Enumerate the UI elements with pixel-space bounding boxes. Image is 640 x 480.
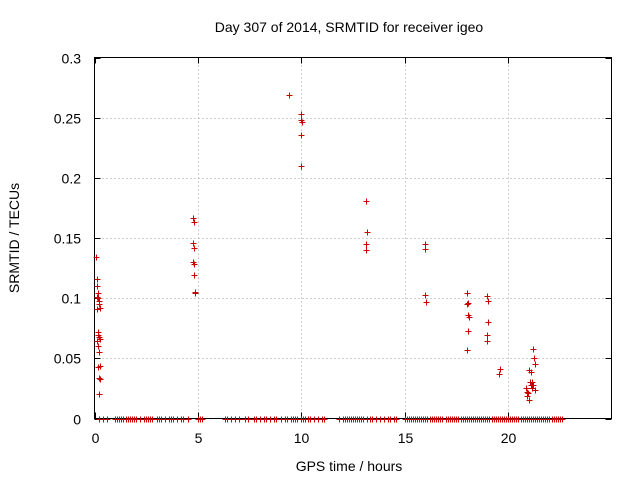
data-point [363,241,370,248]
data-point [423,299,430,306]
data-point [484,332,491,339]
x-tick-label: 10 [294,430,310,446]
data-point [531,355,538,362]
data-point [191,272,198,279]
data-point [465,328,472,335]
x-axis-label: GPS time / hours [296,458,403,474]
data-points [93,92,566,423]
data-point [464,347,471,354]
data-point [526,397,533,404]
data-point [95,332,102,339]
data-point [529,379,536,386]
data-point [95,343,102,350]
data-point [321,416,328,423]
data-point [364,229,371,236]
data-point [190,240,197,247]
data-point [94,338,101,345]
y-tick-label: 0.05 [54,351,81,367]
data-point [94,283,101,290]
axis-ticks [94,57,612,420]
data-point [528,369,535,376]
data-point [525,390,532,397]
data-point [530,382,537,389]
data-point [190,215,197,222]
data-point [94,306,101,313]
y-axis-label: SRMTID / TECUs [6,183,22,293]
data-point [191,245,198,252]
data-point [96,391,103,398]
data-point [363,247,370,254]
data-point [464,301,471,308]
data-point [422,292,429,299]
tick-labels: 0 5 10 15 20 0 0.05 0.1 0.15 0.2 0.25 0.3 [54,51,517,447]
data-point [94,294,101,301]
data-point [559,416,566,423]
data-point [96,349,103,356]
data-point [485,298,492,305]
data-point [245,416,252,423]
y-tick-label: 0.1 [62,291,82,307]
data-point [286,92,293,99]
x-tick-label: 0 [92,430,100,446]
data-point [523,385,530,392]
y-tick-label: 0 [73,412,81,428]
y-tick-label: 0.3 [62,51,82,67]
y-tick-label: 0.15 [54,231,81,247]
data-point [104,416,111,423]
y-tick-label: 0.25 [54,111,81,127]
data-point [530,346,537,353]
data-point [529,385,536,392]
chart-title: Day 307 of 2014, SRMTID for receiver ige… [215,19,484,35]
x-tick-label: 20 [501,430,517,446]
data-point [236,416,243,423]
data-point [422,246,429,253]
data-point [191,219,198,226]
data-point [93,254,100,261]
data-point [464,290,471,297]
data-point [96,301,103,308]
data-point [191,261,198,268]
data-point [532,361,539,368]
data-point [94,276,101,283]
data-point [185,416,192,423]
data-point [465,300,472,307]
x-tick-label: 5 [195,430,203,446]
data-point [363,198,370,205]
data-point [466,314,473,321]
data-point [192,290,199,297]
data-point [484,338,491,345]
data-point [97,376,104,383]
data-point [298,163,305,170]
data-point [95,364,102,371]
data-point [299,119,306,126]
y-tick-label: 0.2 [62,171,82,187]
data-point [97,305,104,312]
data-point [298,111,305,118]
data-point [298,132,305,139]
data-point [199,416,206,423]
data-point [496,371,503,378]
data-point [484,293,491,300]
data-point [393,416,400,423]
x-tick-label: 15 [398,430,414,446]
data-point [485,319,492,326]
data-point [95,295,102,302]
data-point [96,375,103,382]
data-point [497,366,504,373]
data-point [524,393,531,400]
